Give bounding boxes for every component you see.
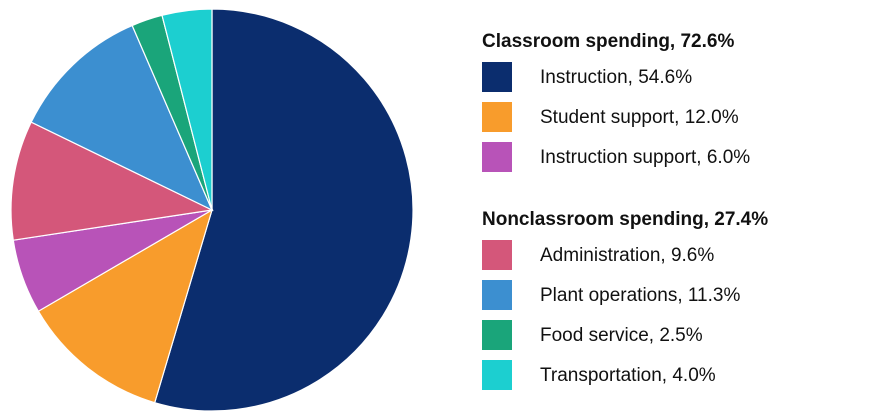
pie-slice [10, 121, 214, 241]
legend-label: Administration, 9.6% [540, 245, 714, 266]
pie-slice [37, 208, 214, 404]
legend-label: Transportation, 4.0% [540, 365, 716, 386]
legend-swatch [482, 320, 512, 350]
legend-label: Student support, 12.0% [540, 107, 739, 128]
legend-label: Plant operations, 11.3% [540, 285, 740, 306]
legend-label: Food service, 2.5% [540, 325, 703, 346]
legend-swatch [482, 280, 512, 310]
legend-swatch [482, 142, 512, 172]
pie-slice [161, 8, 213, 211]
legend-swatch [482, 240, 512, 270]
legend-group-title: Classroom spending, 72.6% [482, 31, 734, 52]
legend-label: Instruction, 54.6% [540, 67, 692, 88]
legend-swatch [482, 102, 512, 132]
legend-swatch [482, 62, 512, 92]
pie-slice [30, 24, 214, 212]
legend-swatch [482, 360, 512, 390]
legend-group-title: Nonclassroom spending, 27.4% [482, 209, 768, 230]
pie-slice [153, 8, 414, 412]
legend-label: Instruction support, 6.0% [540, 147, 750, 168]
